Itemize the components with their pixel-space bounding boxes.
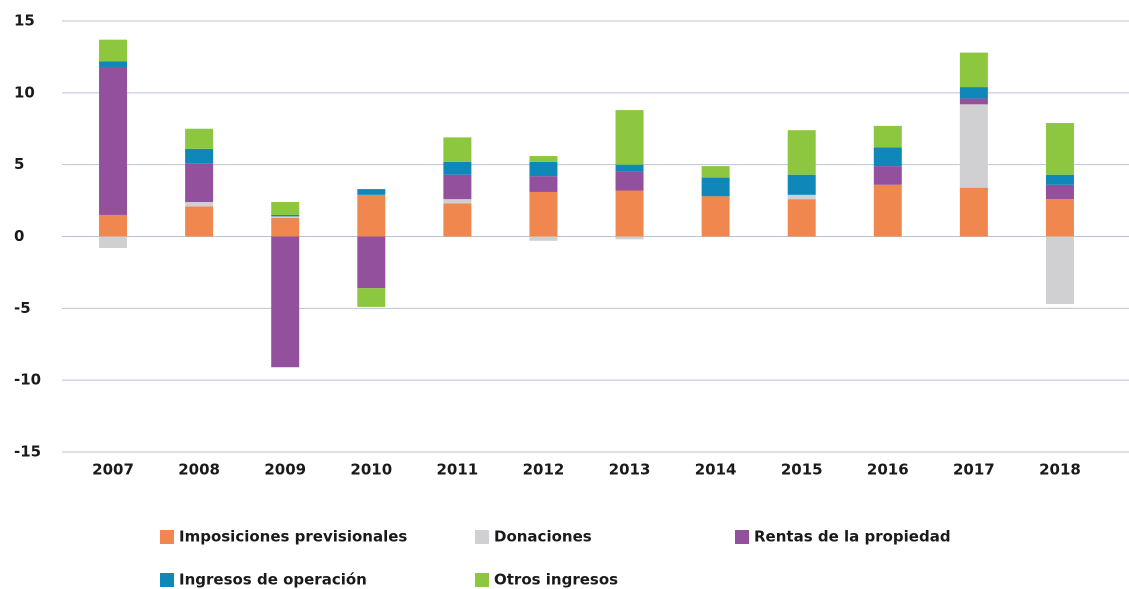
bar-segment [959,52,988,88]
bar-segment [787,194,816,200]
x-tick-label: 2011 [437,461,479,479]
bar-segment [99,61,128,67]
bar-segment [271,216,300,218]
legend-label: Imposiciones previsionales [179,528,407,546]
bar-segment [959,104,988,188]
bar-segment [959,187,988,237]
x-tick-label: 2008 [178,461,220,479]
bar-segment [701,196,730,237]
legend-swatch [160,530,174,544]
bar-segment [185,163,214,203]
legend-label: Ingresos de operación [179,571,367,589]
bar-segment [185,128,214,149]
bar-segment [529,191,558,237]
bar-segment [529,161,558,177]
bar-segment [185,202,214,207]
bar-segment [271,236,300,368]
bar-segment [873,125,902,148]
bar-segment [443,199,472,204]
legend-swatch [160,573,174,587]
bar-segment [443,161,472,175]
bar-segment [615,110,644,165]
x-tick-label: 2007 [92,461,134,479]
x-tick-label: 2013 [609,461,651,479]
y-tick-label: 0 [14,227,24,245]
legend-swatch [475,530,489,544]
x-tick-label: 2012 [523,461,565,479]
bar-segment [99,214,128,237]
bar-segment [873,147,902,167]
bar-segment [99,66,128,215]
x-tick-label: 2018 [1039,461,1081,479]
x-tick-label: 2016 [867,461,909,479]
y-tick-label: -5 [14,299,31,317]
bar-segment [959,87,988,99]
bar-segment [357,194,386,237]
bar-segment [615,190,644,237]
x-tick-label: 2015 [781,461,823,479]
bar-segment [615,236,644,240]
bar-segment [1045,199,1074,237]
x-tick-label: 2010 [350,461,392,479]
bar-segment [443,203,472,237]
bar-segment [271,214,300,217]
bar-segment [529,156,558,162]
bar-segment [357,236,386,289]
y-tick-label: 5 [14,155,24,173]
bar-segment [1045,184,1074,200]
bar-segment [787,174,816,195]
legend-swatch [475,573,489,587]
y-tick-label: 15 [14,12,35,30]
bar-segment [615,164,644,172]
bar-segment [615,171,644,191]
bar-segment [271,217,300,237]
x-tick-label: 2017 [953,461,995,479]
bar-segment [357,288,386,307]
y-tick-label: -10 [14,371,41,389]
bar-segment [529,236,558,241]
legend-swatch [735,530,749,544]
y-tick-label: -15 [14,443,41,461]
bar-segment [873,166,902,185]
x-tick-label: 2009 [264,461,306,479]
bar-segment [787,130,816,175]
bar-segment [959,98,988,105]
bar-segment [99,236,128,248]
legend-label: Rentas de la propiedad [754,528,951,546]
bar-segment [357,189,386,195]
bar-segment [1045,174,1074,185]
bar-segment [1045,123,1074,175]
bar-segment [873,184,902,237]
bar-segment [529,176,558,192]
y-tick-label: 10 [14,83,35,101]
bar-segment [701,166,730,178]
bar-segment [701,177,730,197]
bar-segment [787,199,816,237]
bar-segment [99,39,128,62]
x-tick-label: 2014 [695,461,737,479]
bar-segment [443,174,472,200]
bar-segment [443,137,472,162]
bar-segment [185,148,214,164]
bar-segment [271,202,300,215]
bar-segment [1045,236,1074,305]
legend-label: Donaciones [494,528,592,546]
legend-label: Otros ingresos [494,571,618,589]
bar-segment [185,206,214,237]
